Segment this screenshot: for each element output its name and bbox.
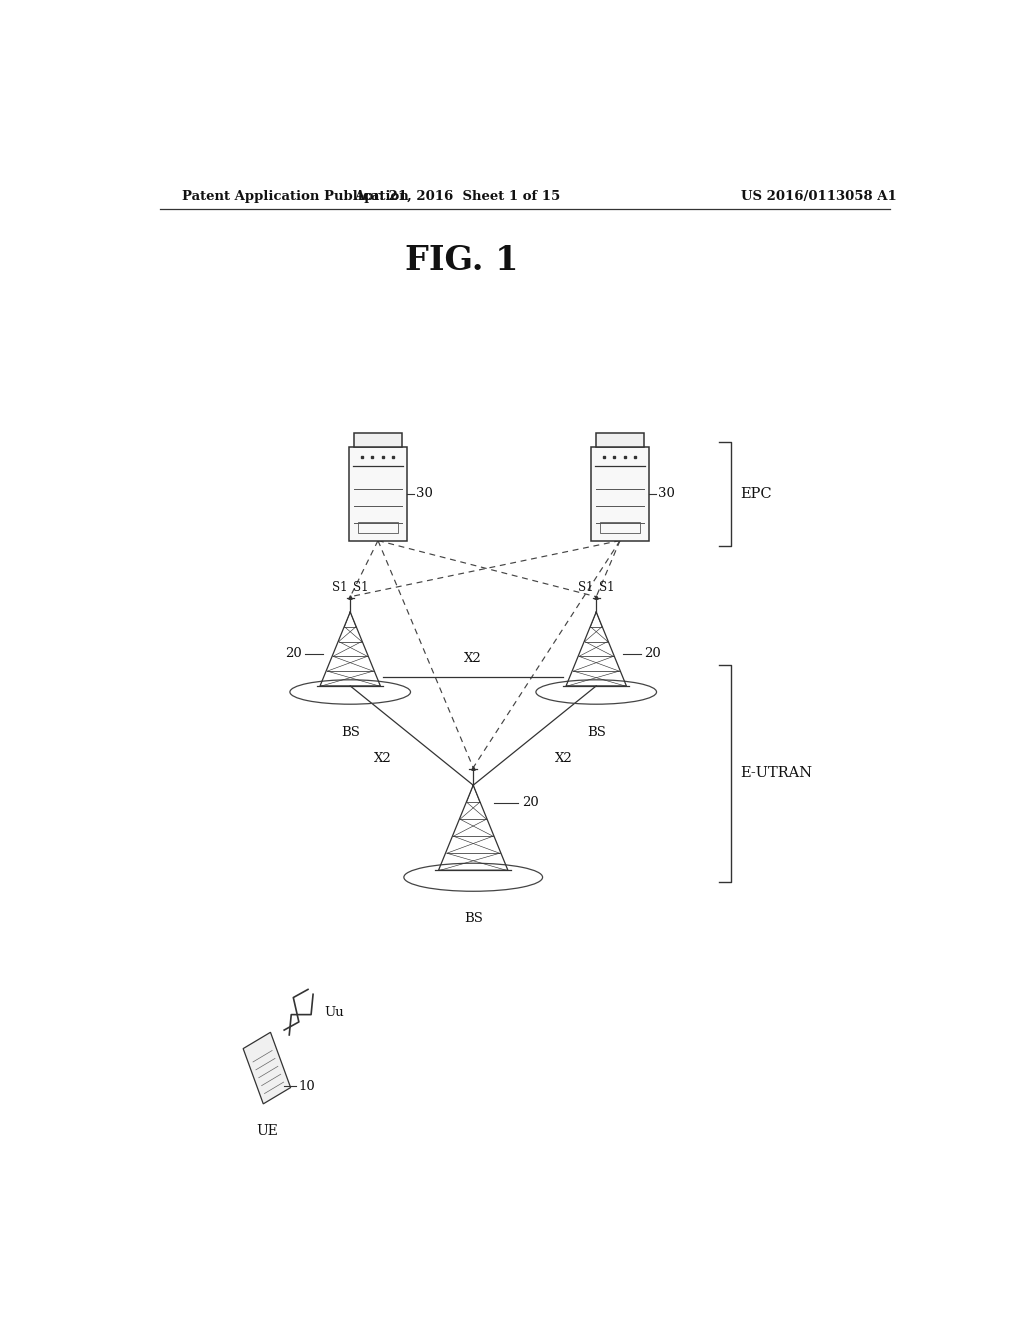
- Text: 10: 10: [299, 1080, 315, 1093]
- Text: S1: S1: [599, 581, 614, 594]
- Text: X2: X2: [464, 652, 482, 664]
- Text: BS: BS: [341, 726, 359, 739]
- Text: US 2016/0113058 A1: US 2016/0113058 A1: [740, 190, 896, 202]
- Text: 30: 30: [658, 487, 675, 500]
- Text: S1: S1: [578, 581, 594, 594]
- Bar: [353, 433, 402, 447]
- Text: EPC: EPC: [740, 487, 772, 500]
- Text: Uu: Uu: [325, 1006, 344, 1019]
- Bar: [600, 521, 640, 533]
- Polygon shape: [243, 1032, 291, 1104]
- Text: UE: UE: [256, 1125, 278, 1138]
- Text: Patent Application Publication: Patent Application Publication: [182, 190, 409, 202]
- Bar: [596, 433, 644, 447]
- Text: 20: 20: [522, 796, 539, 809]
- Text: BS: BS: [587, 726, 605, 739]
- Text: 20: 20: [286, 647, 302, 660]
- Text: S1: S1: [332, 581, 347, 594]
- Text: FIG. 1: FIG. 1: [404, 244, 518, 277]
- Text: S1: S1: [353, 581, 369, 594]
- Bar: [592, 447, 648, 541]
- Text: X2: X2: [555, 751, 572, 764]
- Text: BS: BS: [464, 912, 482, 925]
- Text: 20: 20: [644, 647, 662, 660]
- Bar: [358, 521, 398, 533]
- Text: Apr. 21, 2016  Sheet 1 of 15: Apr. 21, 2016 Sheet 1 of 15: [354, 190, 560, 202]
- Text: E-UTRAN: E-UTRAN: [740, 767, 813, 780]
- Bar: [349, 447, 407, 541]
- Text: 30: 30: [416, 487, 433, 500]
- Text: X2: X2: [374, 751, 392, 764]
